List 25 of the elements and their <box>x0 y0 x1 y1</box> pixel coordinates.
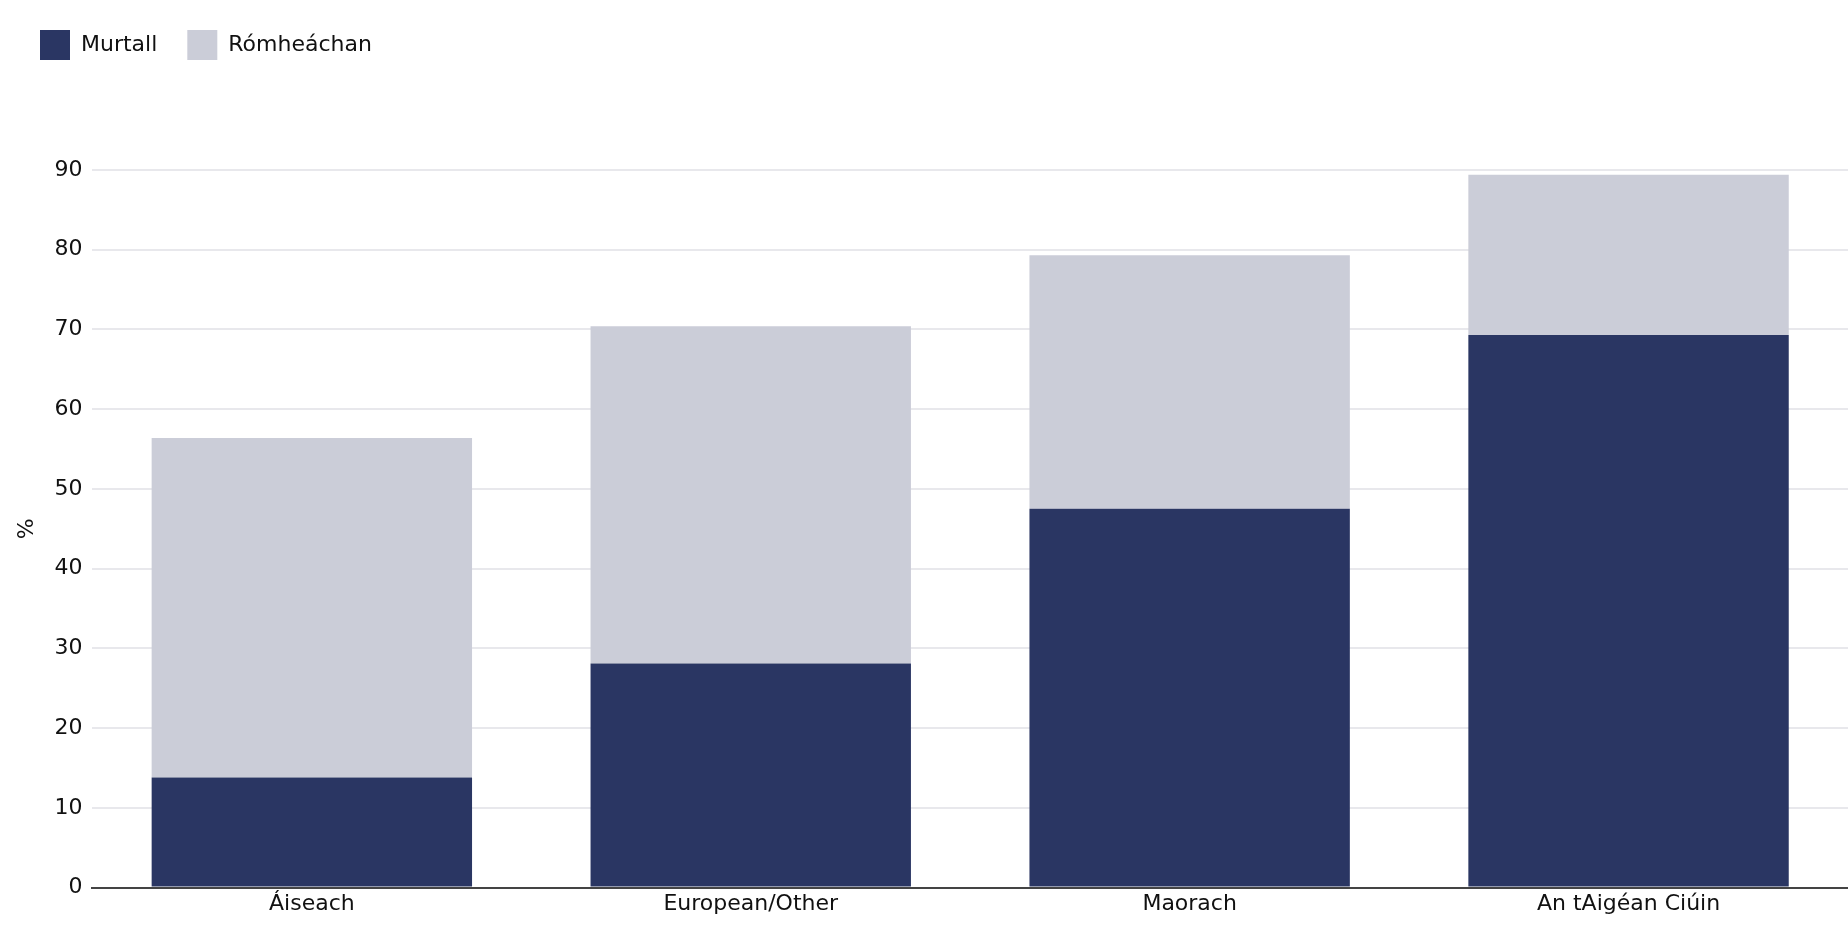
y-tick-label: 30 <box>54 634 83 660</box>
y-tick-label: 50 <box>54 474 83 500</box>
y-tick-label: 20 <box>54 713 83 739</box>
bar <box>1468 174 1789 336</box>
y-tick-label: 70 <box>54 315 83 341</box>
y-axis-title: % <box>12 518 38 540</box>
legend-label: Murtall <box>81 30 158 56</box>
bar <box>1468 335 1789 887</box>
y-tick-label: 10 <box>54 793 83 819</box>
y-tick-label: 40 <box>54 554 83 580</box>
legend-label: Rómheáchan <box>228 30 372 56</box>
bar <box>590 326 911 664</box>
y-tick-label: 0 <box>68 873 83 899</box>
y-tick-label: 60 <box>54 394 83 420</box>
bar <box>1029 255 1350 509</box>
x-tick-label: European/Other <box>663 889 840 915</box>
bar <box>151 777 473 887</box>
y-tick-label: 90 <box>54 155 83 181</box>
x-tick-label: Maorach <box>1142 889 1237 915</box>
y-tick-label: 80 <box>54 235 83 261</box>
bar <box>590 663 911 887</box>
bar <box>1029 508 1350 887</box>
x-tick-label: Áiseach <box>269 889 355 915</box>
x-tick-label: An tAigéan Ciúin <box>1536 889 1721 915</box>
bar <box>151 437 473 778</box>
